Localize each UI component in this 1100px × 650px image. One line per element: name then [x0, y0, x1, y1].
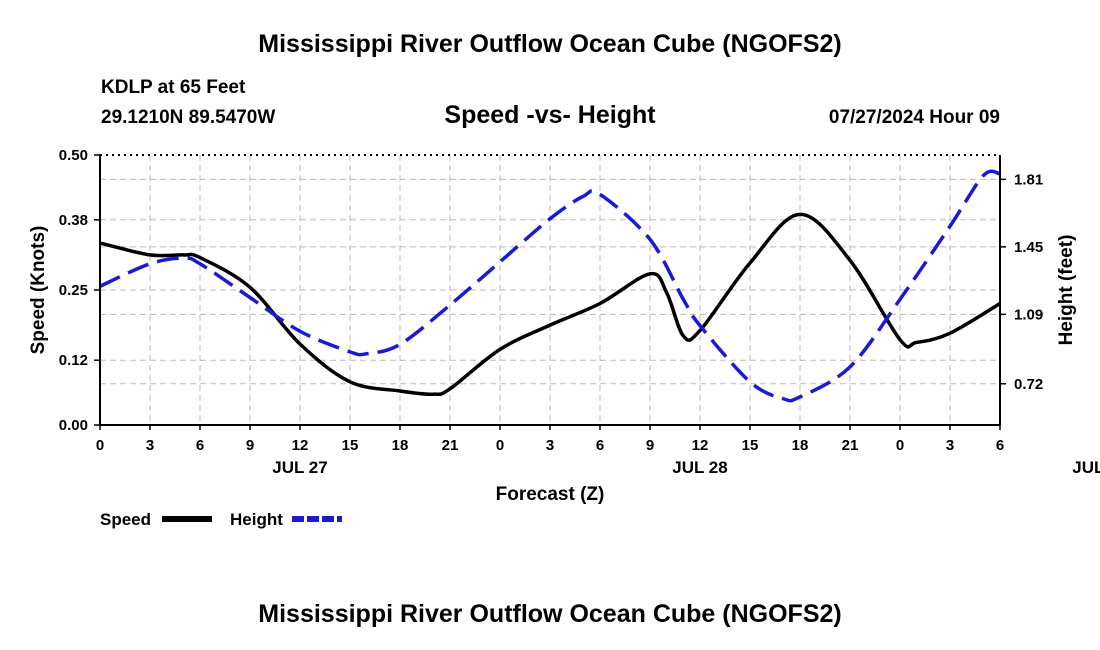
y2-tick-label: 1.45	[1014, 239, 1043, 256]
x-tick-label: 3	[546, 437, 554, 454]
x-tick-label: 0	[496, 437, 504, 454]
x-tick-label: 9	[646, 437, 654, 454]
station-coordinates: 29.1210N 89.5470W	[101, 107, 276, 128]
y2-tick-label: 1.81	[1014, 171, 1043, 188]
x-tick-label: 21	[842, 437, 859, 454]
y-tick-label: 0.38	[59, 212, 88, 229]
date-label: JUL 28	[672, 458, 727, 477]
x-tick-label: 15	[742, 437, 759, 454]
station-label: KDLP at 65 Feet	[101, 77, 246, 98]
x-tick-label: 18	[792, 437, 809, 454]
x-tick-label: 18	[392, 437, 409, 454]
footer-chart-title: Mississippi River Outflow Ocean Cube (NG…	[258, 600, 842, 628]
x-tick-label: 21	[442, 437, 459, 454]
series-line-height	[99, 169, 1001, 403]
x-tick-label: 6	[596, 437, 604, 454]
x-tick-label: 6	[996, 437, 1004, 454]
y-tick-label: 0.25	[59, 282, 88, 299]
y-tick-label: 0.12	[59, 352, 88, 369]
y-axis-title: Speed (Knots)	[28, 226, 49, 355]
chart-subtitle: Speed -vs- Height	[444, 101, 656, 129]
legend-label-height: Height	[230, 510, 283, 529]
y-tick-label: 0.50	[59, 147, 88, 164]
x-tick-label: 9	[246, 437, 254, 454]
chart-title: Mississippi River Outflow Ocean Cube (NG…	[258, 30, 842, 58]
grid-layer	[100, 155, 1000, 425]
x-axis-title: Forecast (Z)	[496, 484, 605, 505]
y2-tick-label: 0.72	[1014, 376, 1043, 393]
y2-tick-label: 1.09	[1014, 306, 1043, 323]
x-tick-label: 12	[292, 437, 309, 454]
legend-label-speed: Speed	[100, 510, 151, 529]
axes-layer: 0 3 6 9 12 15 18 21 0 3 6 9 12 15 18 21 0 3 6 JUL 27 JUL 28 J…	[28, 147, 1100, 505]
x-tick-label: 0	[896, 437, 904, 454]
x-tick-label: 15	[342, 437, 359, 454]
series-layer	[99, 169, 1001, 403]
y-tick-label: 0.00	[59, 417, 88, 434]
x-tick-label: 3	[946, 437, 954, 454]
x-tick-label: 12	[692, 437, 709, 454]
legend: Speed Height	[100, 510, 342, 529]
date-label: JUL 27	[272, 458, 327, 477]
x-tick-label: 6	[196, 437, 204, 454]
series-line-speed	[99, 212, 1001, 397]
y2-axis-title: Height (feet)	[1056, 235, 1077, 346]
forecast-datetime: 07/27/2024 Hour 09	[828, 107, 1000, 128]
x-tick-label: 0	[96, 437, 104, 454]
x-tick-label: 3	[146, 437, 154, 454]
date-label: JUL 29	[1072, 458, 1100, 477]
